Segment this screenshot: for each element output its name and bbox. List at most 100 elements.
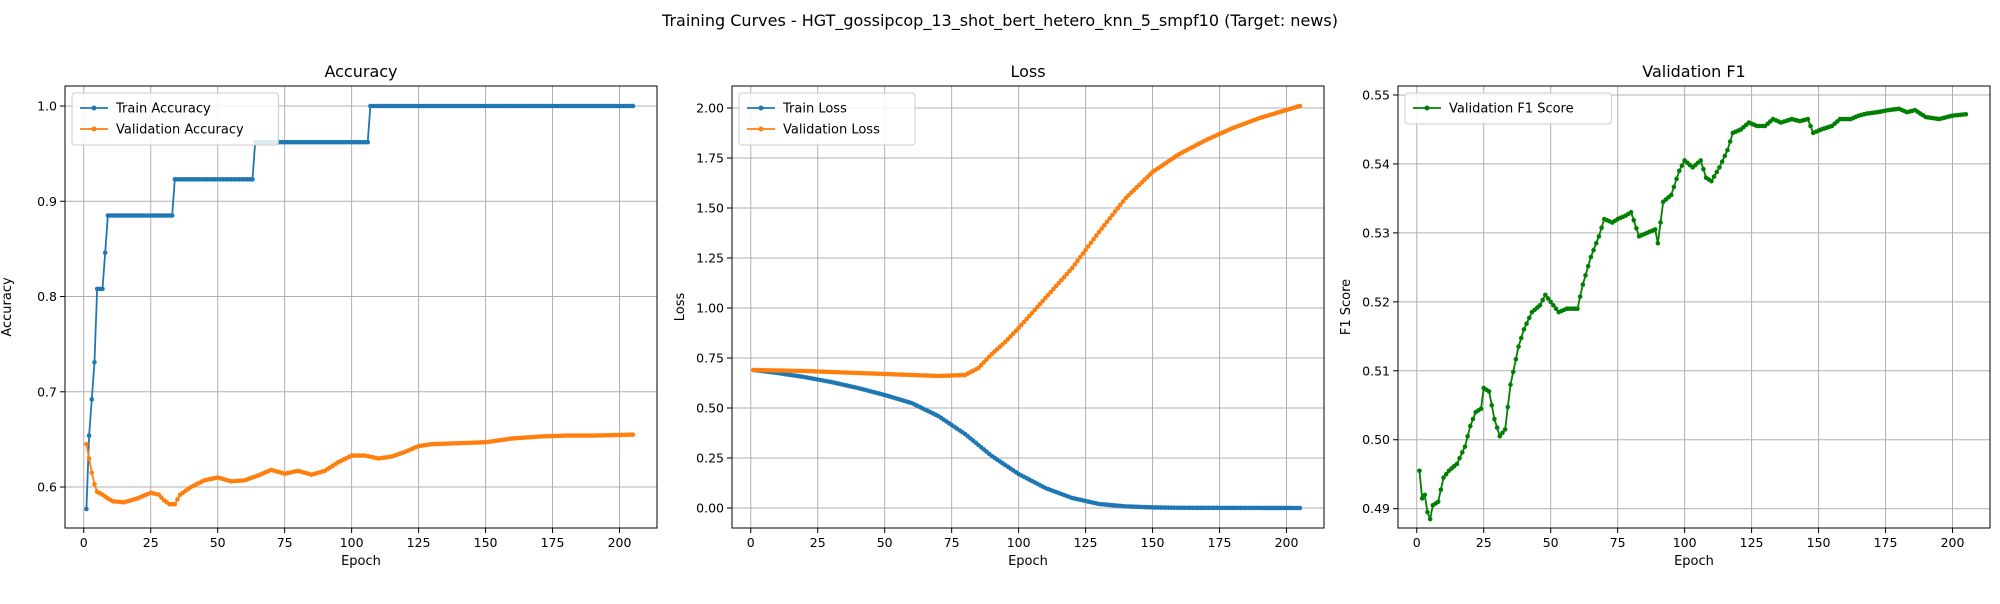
data-point [630,103,636,109]
y-tick-label: 0.50 [696,401,724,416]
data-point [1457,455,1462,461]
data-point [92,359,97,365]
data-point [84,506,89,512]
data-point [1435,499,1441,505]
y-tick-label: 0.54 [1362,156,1390,171]
data-point [1500,430,1505,436]
data-point [1053,283,1059,289]
data-point [1596,234,1602,239]
data-point [1727,139,1733,144]
data-point [1486,389,1492,394]
data-point [172,501,178,507]
x-tick-label: 150 [474,535,498,550]
x-tick-label: 100 [1007,535,1031,550]
data-point [1016,325,1021,331]
x-tick-label: 175 [1208,535,1232,550]
data-point [1575,306,1580,312]
data-point [1443,471,1449,477]
series-validation-accuracy [84,432,636,507]
y-tick-label: 0.7 [37,384,57,399]
data-point [1580,282,1586,287]
y-axis-label: Loss [673,293,688,322]
series-line [753,105,1301,377]
plot-frame [731,85,1325,529]
legend: Validation F1 Score [1404,92,1612,125]
data-point [365,139,371,145]
x-tick-label: 0 [1413,535,1421,550]
y-tick-label: 0.52 [1362,294,1390,309]
y-tick-label: 0.8 [37,289,57,304]
panel-title: Loss [1010,62,1045,81]
data-point [1577,294,1583,299]
data-point [250,177,255,182]
y-tick-label: 0.51 [1362,363,1390,378]
data-point [1676,168,1682,174]
data-point [1032,307,1037,313]
data-point [1585,263,1591,269]
x-tick-label: 75 [944,535,960,550]
legend-marker [91,105,97,111]
data-point [1043,295,1048,301]
data-point [1516,344,1521,349]
data-point [1492,416,1497,422]
data-point [86,433,92,438]
panel-title: Accuracy [324,62,397,81]
data-point [1963,111,1969,117]
grid [65,86,657,528]
data-point [1077,254,1083,260]
data-point [1441,475,1446,480]
x-tick-label: 200 [1275,535,1299,550]
data-point [1067,268,1072,274]
data-point [1096,229,1102,235]
data-point [1120,199,1126,204]
data-point [1102,222,1107,228]
y-tick-label: 1.00 [696,301,724,316]
panel-3: 0 25 50 75 100 125 150 175 200 0.49 0.50 0.51 0.52 0.… [1339,62,1991,569]
panel-2: 0 25 50 75 100 125 150 175 200 0.00 0.25 0.50 0.75 1.… [673,62,1325,569]
series-line [85,105,633,509]
data-point [1118,202,1123,208]
x-tick-label: 200 [608,535,632,550]
data-point [1591,247,1596,253]
legend-label: Train Loss [782,102,847,117]
data-point [1107,216,1112,221]
series-line [1418,107,1966,523]
data-point [1674,176,1679,182]
data-point [1072,262,1078,267]
data-point [1513,356,1519,362]
data-point [1717,165,1722,170]
data-point [1427,516,1433,522]
data-point [1099,226,1104,231]
x-tick-label: 150 [1141,535,1165,550]
data-point [1808,123,1813,129]
data-point [1454,461,1460,467]
x-tick-label: 75 [277,535,293,550]
data-point [1080,251,1086,256]
data-point [1104,219,1110,225]
data-point [1524,321,1529,326]
data-point [1593,240,1599,246]
legend: Train Loss Validation Loss [738,92,916,146]
data-point [1631,217,1637,223]
data-point [1297,103,1303,109]
legend-marker [91,126,97,132]
data-point [1505,404,1511,410]
plot-frame [64,85,658,529]
x-tick-label: 200 [1941,535,1965,550]
y-tick-label: 1.50 [696,201,724,216]
data-point [1297,505,1303,511]
data-point [175,497,180,502]
data-point [1085,244,1091,249]
data-point [1540,297,1545,303]
data-point [1518,335,1524,341]
x-tick-label: 25 [1476,535,1492,550]
y-tick-label: 0.50 [1362,432,1390,447]
data-point [1021,319,1027,325]
data-point [1551,302,1556,308]
data-point [1088,240,1094,246]
legend-marker [1424,105,1430,111]
data-point [1489,402,1495,408]
plot-frame [1397,85,1991,529]
